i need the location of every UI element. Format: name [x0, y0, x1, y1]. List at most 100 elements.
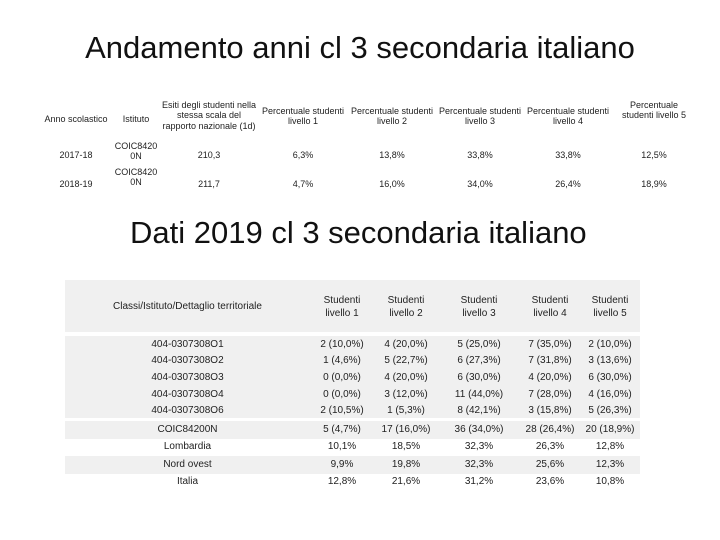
- header-studenti-livello-4: Studenti livello 4: [531, 295, 569, 319]
- trend-table-header: Anno scolastico Istituto Esiti degli stu…: [40, 96, 690, 141]
- cell-classe: 404-0307308O1: [151, 339, 224, 350]
- header-studenti-livello-1: Studenti livello 1: [323, 295, 361, 319]
- header-studenti-livello-3: Studenti livello 3: [460, 295, 498, 319]
- cell-livello-1: 0 (0,0%): [323, 372, 361, 383]
- cell-livello-2: 1 (5,3%): [387, 405, 425, 416]
- cell-livello-3: 36 (34,0%): [454, 424, 504, 435]
- cell-livello-5: 10,8%: [595, 476, 625, 487]
- cell-livello-1: 1 (4,6%): [323, 355, 361, 366]
- nord-ovest-row-band: [65, 456, 640, 474]
- cell-livello-1: 2 (10,5%): [320, 405, 364, 416]
- cell-classe: 404-0307308O3: [151, 372, 224, 383]
- table-row: Nord ovest 9,9% 19,8% 32,3% 25,6% 12,3%: [65, 457, 640, 475]
- header-classi: Classi/Istituto/Dettaglio territoriale: [113, 301, 262, 312]
- cell-livello-1: 4,7%: [292, 179, 314, 189]
- cell-livello-2: 18,5%: [391, 441, 421, 452]
- cell-livello-2: 17 (16,0%): [381, 424, 431, 435]
- cell-livello-4: 26,3%: [535, 441, 565, 452]
- cell-livello-3: 11 (44,0%): [454, 389, 504, 400]
- cell-livello-4: 28 (26,4%): [525, 424, 575, 435]
- table-row: 404-0307308O4 0 (0,0%) 3 (12,0%) 11 (44,…: [65, 386, 640, 404]
- cell-livello-5: 3 (13,6%): [588, 355, 632, 366]
- header-esiti: Esiti degli studenti nella stessa scala …: [161, 100, 257, 131]
- cell-livello-2: 16,0%: [379, 179, 405, 189]
- cell-anno: 2018-19: [59, 179, 93, 189]
- cell-territorio: Italia: [176, 476, 199, 487]
- cell-livello-5: 12,3%: [595, 459, 625, 470]
- table-row: 404-0307308O2 1 (4,6%) 5 (22,7%) 6 (27,3…: [65, 352, 640, 370]
- cell-livello-1: 2 (10,0%): [320, 339, 364, 350]
- cell-livello-4: 33,8%: [555, 150, 581, 160]
- table-row: 404-0307308O3 0 (0,0%) 4 (20,0%) 6 (30,0…: [65, 369, 640, 387]
- table-row: COIC84200N 5 (4,7%) 17 (16,0%) 36 (34,0%…: [65, 421, 640, 439]
- header-livello-4: Percentuale studenti livello 4: [526, 106, 610, 127]
- cell-livello-2: 13,8%: [379, 150, 405, 160]
- class-rows-band: [65, 336, 640, 418]
- cell-livello-3: 32,3%: [464, 441, 494, 452]
- table-row: 404-0307308O1 2 (10,0%) 4 (20,0%) 5 (25,…: [65, 336, 640, 354]
- cell-livello-4: 7 (31,8%): [528, 355, 572, 366]
- cell-anno: 2017-18: [59, 150, 93, 160]
- header-studenti-livello-2: Studenti livello 2: [387, 295, 425, 319]
- cell-istituto: COIC84200N: [157, 424, 218, 435]
- cell-livello-4: 7 (35,0%): [528, 339, 572, 350]
- cell-livello-4: 25,6%: [535, 459, 565, 470]
- table-row: 404-0307308O6 2 (10,5%) 1 (5,3%) 8 (42,1…: [65, 402, 640, 420]
- cell-esiti: 210,3: [197, 150, 221, 160]
- cell-livello-4: 7 (28,0%): [528, 389, 572, 400]
- cell-livello-3: 32,3%: [464, 459, 494, 470]
- cell-livello-1: 0 (0,0%): [323, 389, 361, 400]
- cell-livello-5: 20 (18,9%): [585, 424, 635, 435]
- cell-livello-3: 33,8%: [467, 150, 493, 160]
- cell-classe: 404-0307308O4: [151, 389, 224, 400]
- cell-livello-2: 3 (12,0%): [384, 389, 428, 400]
- cell-livello-1: 9,9%: [330, 459, 354, 470]
- cell-classe: 404-0307308O6: [151, 405, 224, 416]
- cell-livello-2: 5 (22,7%): [384, 355, 428, 366]
- header-livello-3: Percentuale studenti livello 3: [438, 106, 522, 127]
- cell-livello-2: 21,6%: [391, 476, 421, 487]
- cell-livello-5: 6 (30,0%): [588, 372, 632, 383]
- cell-livello-5: 12,5%: [641, 150, 667, 160]
- cell-esiti: 211,7: [198, 179, 220, 189]
- table-row: Lombardia 10,1% 18,5% 32,3% 26,3% 12,8%: [65, 439, 640, 457]
- school-row-band: [65, 421, 640, 439]
- table-row: 2017-18 COIC8420 0N 210,3 6,3% 13,8% 33,…: [40, 141, 690, 171]
- cell-livello-3: 34,0%: [467, 179, 493, 189]
- table-row: Italia 12,8% 21,6% 31,2% 23,6% 10,8%: [65, 474, 640, 492]
- cell-livello-1: 10,1%: [327, 441, 357, 452]
- results-table-header: Classi/Istituto/Dettaglio territoriale S…: [65, 280, 640, 332]
- cell-livello-1: 12,8%: [327, 476, 357, 487]
- cell-livello-4: 3 (15,8%): [528, 405, 572, 416]
- cell-livello-1: 6,3%: [292, 150, 314, 160]
- cell-classe: 404-0307308O2: [151, 355, 224, 366]
- cell-istituto: COIC8420 0N: [114, 141, 158, 162]
- cell-livello-5: 18,9%: [641, 179, 667, 189]
- cell-livello-4: 26,4%: [555, 179, 581, 189]
- cell-livello-3: 6 (30,0%): [457, 372, 501, 383]
- cell-livello-4: 23,6%: [535, 476, 565, 487]
- cell-livello-3: 5 (25,0%): [457, 339, 501, 350]
- cell-livello-3: 8 (42,1%): [457, 405, 501, 416]
- slide-title-trend: Andamento anni cl 3 secondaria italiano: [85, 30, 635, 65]
- header-livello-2: Percentuale studenti livello 2: [350, 106, 434, 127]
- cell-livello-5: 2 (10,0%): [588, 339, 632, 350]
- header-istituto: Istituto: [122, 114, 150, 124]
- cell-livello-3: 6 (27,3%): [457, 355, 501, 366]
- cell-livello-2: 4 (20,0%): [384, 372, 428, 383]
- cell-livello-5: 12,8%: [595, 441, 625, 452]
- cell-territorio: Lombardia: [163, 441, 212, 452]
- header-studenti-livello-5: Studenti livello 5: [591, 295, 629, 319]
- table-row: 2018-19 COIC8420 0N 211,7 4,7% 16,0% 34,…: [40, 167, 690, 201]
- cell-livello-2: 4 (20,0%): [384, 339, 428, 350]
- trend-table: Anno scolastico Istituto Esiti degli stu…: [40, 96, 690, 201]
- cell-livello-1: 5 (4,7%): [323, 424, 361, 435]
- cell-livello-5: 5 (26,3%): [588, 405, 632, 416]
- cell-territorio: Nord ovest: [163, 459, 212, 470]
- cell-istituto: COIC8420 0N: [114, 167, 158, 188]
- cell-livello-2: 19,8%: [391, 459, 421, 470]
- cell-livello-4: 4 (20,0%): [528, 372, 572, 383]
- header-livello-5: Percentuale studenti livello 5: [621, 100, 687, 121]
- slide-title-2019: Dati 2019 cl 3 secondaria italiano: [130, 215, 587, 250]
- cell-livello-5: 4 (16,0%): [588, 389, 632, 400]
